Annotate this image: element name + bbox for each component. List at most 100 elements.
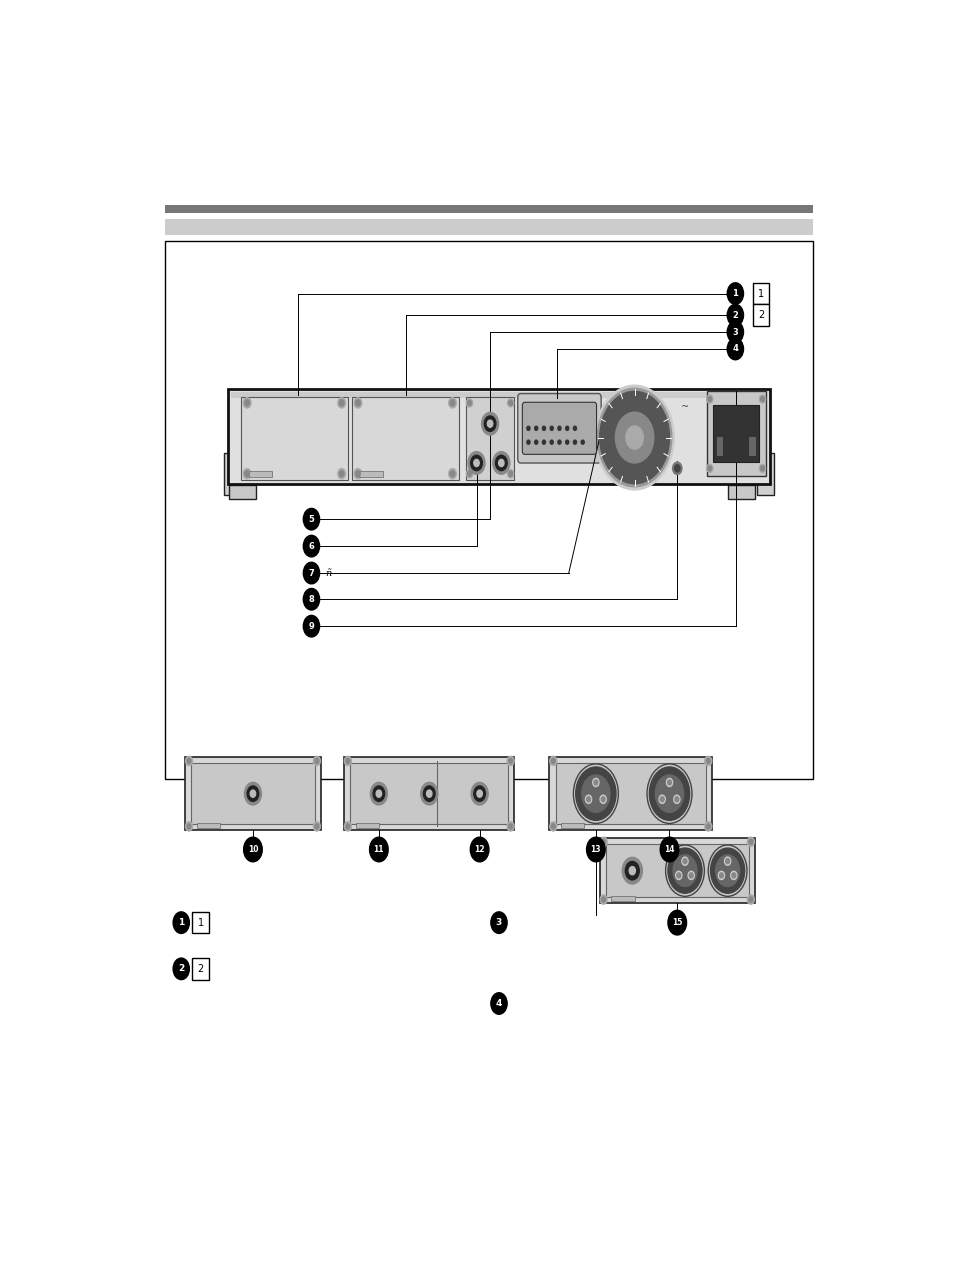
Circle shape xyxy=(659,796,663,801)
Text: 2: 2 xyxy=(757,310,763,321)
FancyBboxPatch shape xyxy=(752,304,768,326)
Circle shape xyxy=(726,338,742,360)
Circle shape xyxy=(466,399,472,407)
Circle shape xyxy=(526,426,530,430)
Circle shape xyxy=(748,897,752,902)
FancyBboxPatch shape xyxy=(193,912,209,934)
Text: 13: 13 xyxy=(590,845,600,854)
Circle shape xyxy=(551,824,555,829)
Circle shape xyxy=(495,455,507,471)
Circle shape xyxy=(688,873,693,878)
Circle shape xyxy=(314,824,318,829)
FancyBboxPatch shape xyxy=(228,389,769,483)
Circle shape xyxy=(337,468,345,478)
Circle shape xyxy=(476,790,482,798)
Circle shape xyxy=(586,796,590,801)
Circle shape xyxy=(346,824,350,829)
Circle shape xyxy=(243,468,251,478)
Circle shape xyxy=(247,786,258,801)
Circle shape xyxy=(675,871,681,879)
Circle shape xyxy=(565,440,568,444)
Circle shape xyxy=(448,468,456,478)
Circle shape xyxy=(681,857,687,865)
Circle shape xyxy=(595,385,674,490)
Circle shape xyxy=(245,471,249,477)
Text: 1: 1 xyxy=(757,289,763,299)
Circle shape xyxy=(467,401,471,406)
FancyBboxPatch shape xyxy=(241,397,348,480)
Circle shape xyxy=(726,322,742,343)
Circle shape xyxy=(682,859,686,864)
Circle shape xyxy=(594,780,598,785)
Circle shape xyxy=(659,837,679,862)
Circle shape xyxy=(185,822,193,831)
Circle shape xyxy=(549,822,557,831)
FancyBboxPatch shape xyxy=(196,823,220,828)
Circle shape xyxy=(704,822,711,831)
Text: 11: 11 xyxy=(374,845,384,854)
Circle shape xyxy=(760,466,763,471)
Text: 1: 1 xyxy=(732,289,738,298)
Text: 1: 1 xyxy=(178,918,184,927)
FancyBboxPatch shape xyxy=(599,838,754,903)
Text: 3: 3 xyxy=(496,918,501,927)
Circle shape xyxy=(450,399,455,406)
Circle shape xyxy=(526,440,530,444)
Circle shape xyxy=(585,795,591,804)
FancyBboxPatch shape xyxy=(165,240,812,780)
Circle shape xyxy=(715,855,739,887)
Circle shape xyxy=(673,855,697,887)
Text: 12: 12 xyxy=(474,845,484,854)
Circle shape xyxy=(172,912,190,934)
Circle shape xyxy=(474,459,478,467)
Circle shape xyxy=(426,790,432,798)
Circle shape xyxy=(573,440,576,444)
Circle shape xyxy=(250,790,255,798)
Circle shape xyxy=(423,786,435,801)
Text: 4: 4 xyxy=(496,999,501,1007)
Circle shape xyxy=(337,398,345,408)
Circle shape xyxy=(354,398,361,408)
Circle shape xyxy=(185,757,193,766)
FancyBboxPatch shape xyxy=(355,823,378,828)
Circle shape xyxy=(655,775,683,813)
Text: 14: 14 xyxy=(663,845,674,854)
Circle shape xyxy=(649,767,689,820)
FancyBboxPatch shape xyxy=(748,436,755,457)
Circle shape xyxy=(601,897,605,902)
Circle shape xyxy=(481,412,498,435)
Text: 5: 5 xyxy=(308,515,314,524)
Circle shape xyxy=(243,398,251,408)
Circle shape xyxy=(344,822,351,831)
FancyBboxPatch shape xyxy=(249,471,272,477)
FancyBboxPatch shape xyxy=(727,486,754,499)
Circle shape xyxy=(314,758,318,763)
Circle shape xyxy=(731,873,735,878)
Circle shape xyxy=(672,462,681,474)
Circle shape xyxy=(597,388,671,487)
Text: 6: 6 xyxy=(308,542,314,551)
FancyBboxPatch shape xyxy=(605,845,748,897)
FancyBboxPatch shape xyxy=(232,392,766,398)
Circle shape xyxy=(723,857,730,865)
Circle shape xyxy=(542,426,545,430)
Circle shape xyxy=(491,912,507,934)
Circle shape xyxy=(420,782,437,805)
Circle shape xyxy=(508,471,512,476)
Circle shape xyxy=(580,440,583,444)
Circle shape xyxy=(542,440,545,444)
Circle shape xyxy=(760,397,763,402)
Circle shape xyxy=(550,440,553,444)
Text: 3: 3 xyxy=(732,328,738,337)
Circle shape xyxy=(705,758,709,763)
Circle shape xyxy=(707,466,711,471)
FancyBboxPatch shape xyxy=(716,436,722,457)
Circle shape xyxy=(370,782,387,805)
FancyBboxPatch shape xyxy=(344,757,514,831)
Circle shape xyxy=(746,837,754,846)
Circle shape xyxy=(484,416,496,431)
Circle shape xyxy=(354,468,361,478)
FancyBboxPatch shape xyxy=(555,763,705,824)
Circle shape xyxy=(534,426,537,430)
Text: 15: 15 xyxy=(671,918,681,927)
